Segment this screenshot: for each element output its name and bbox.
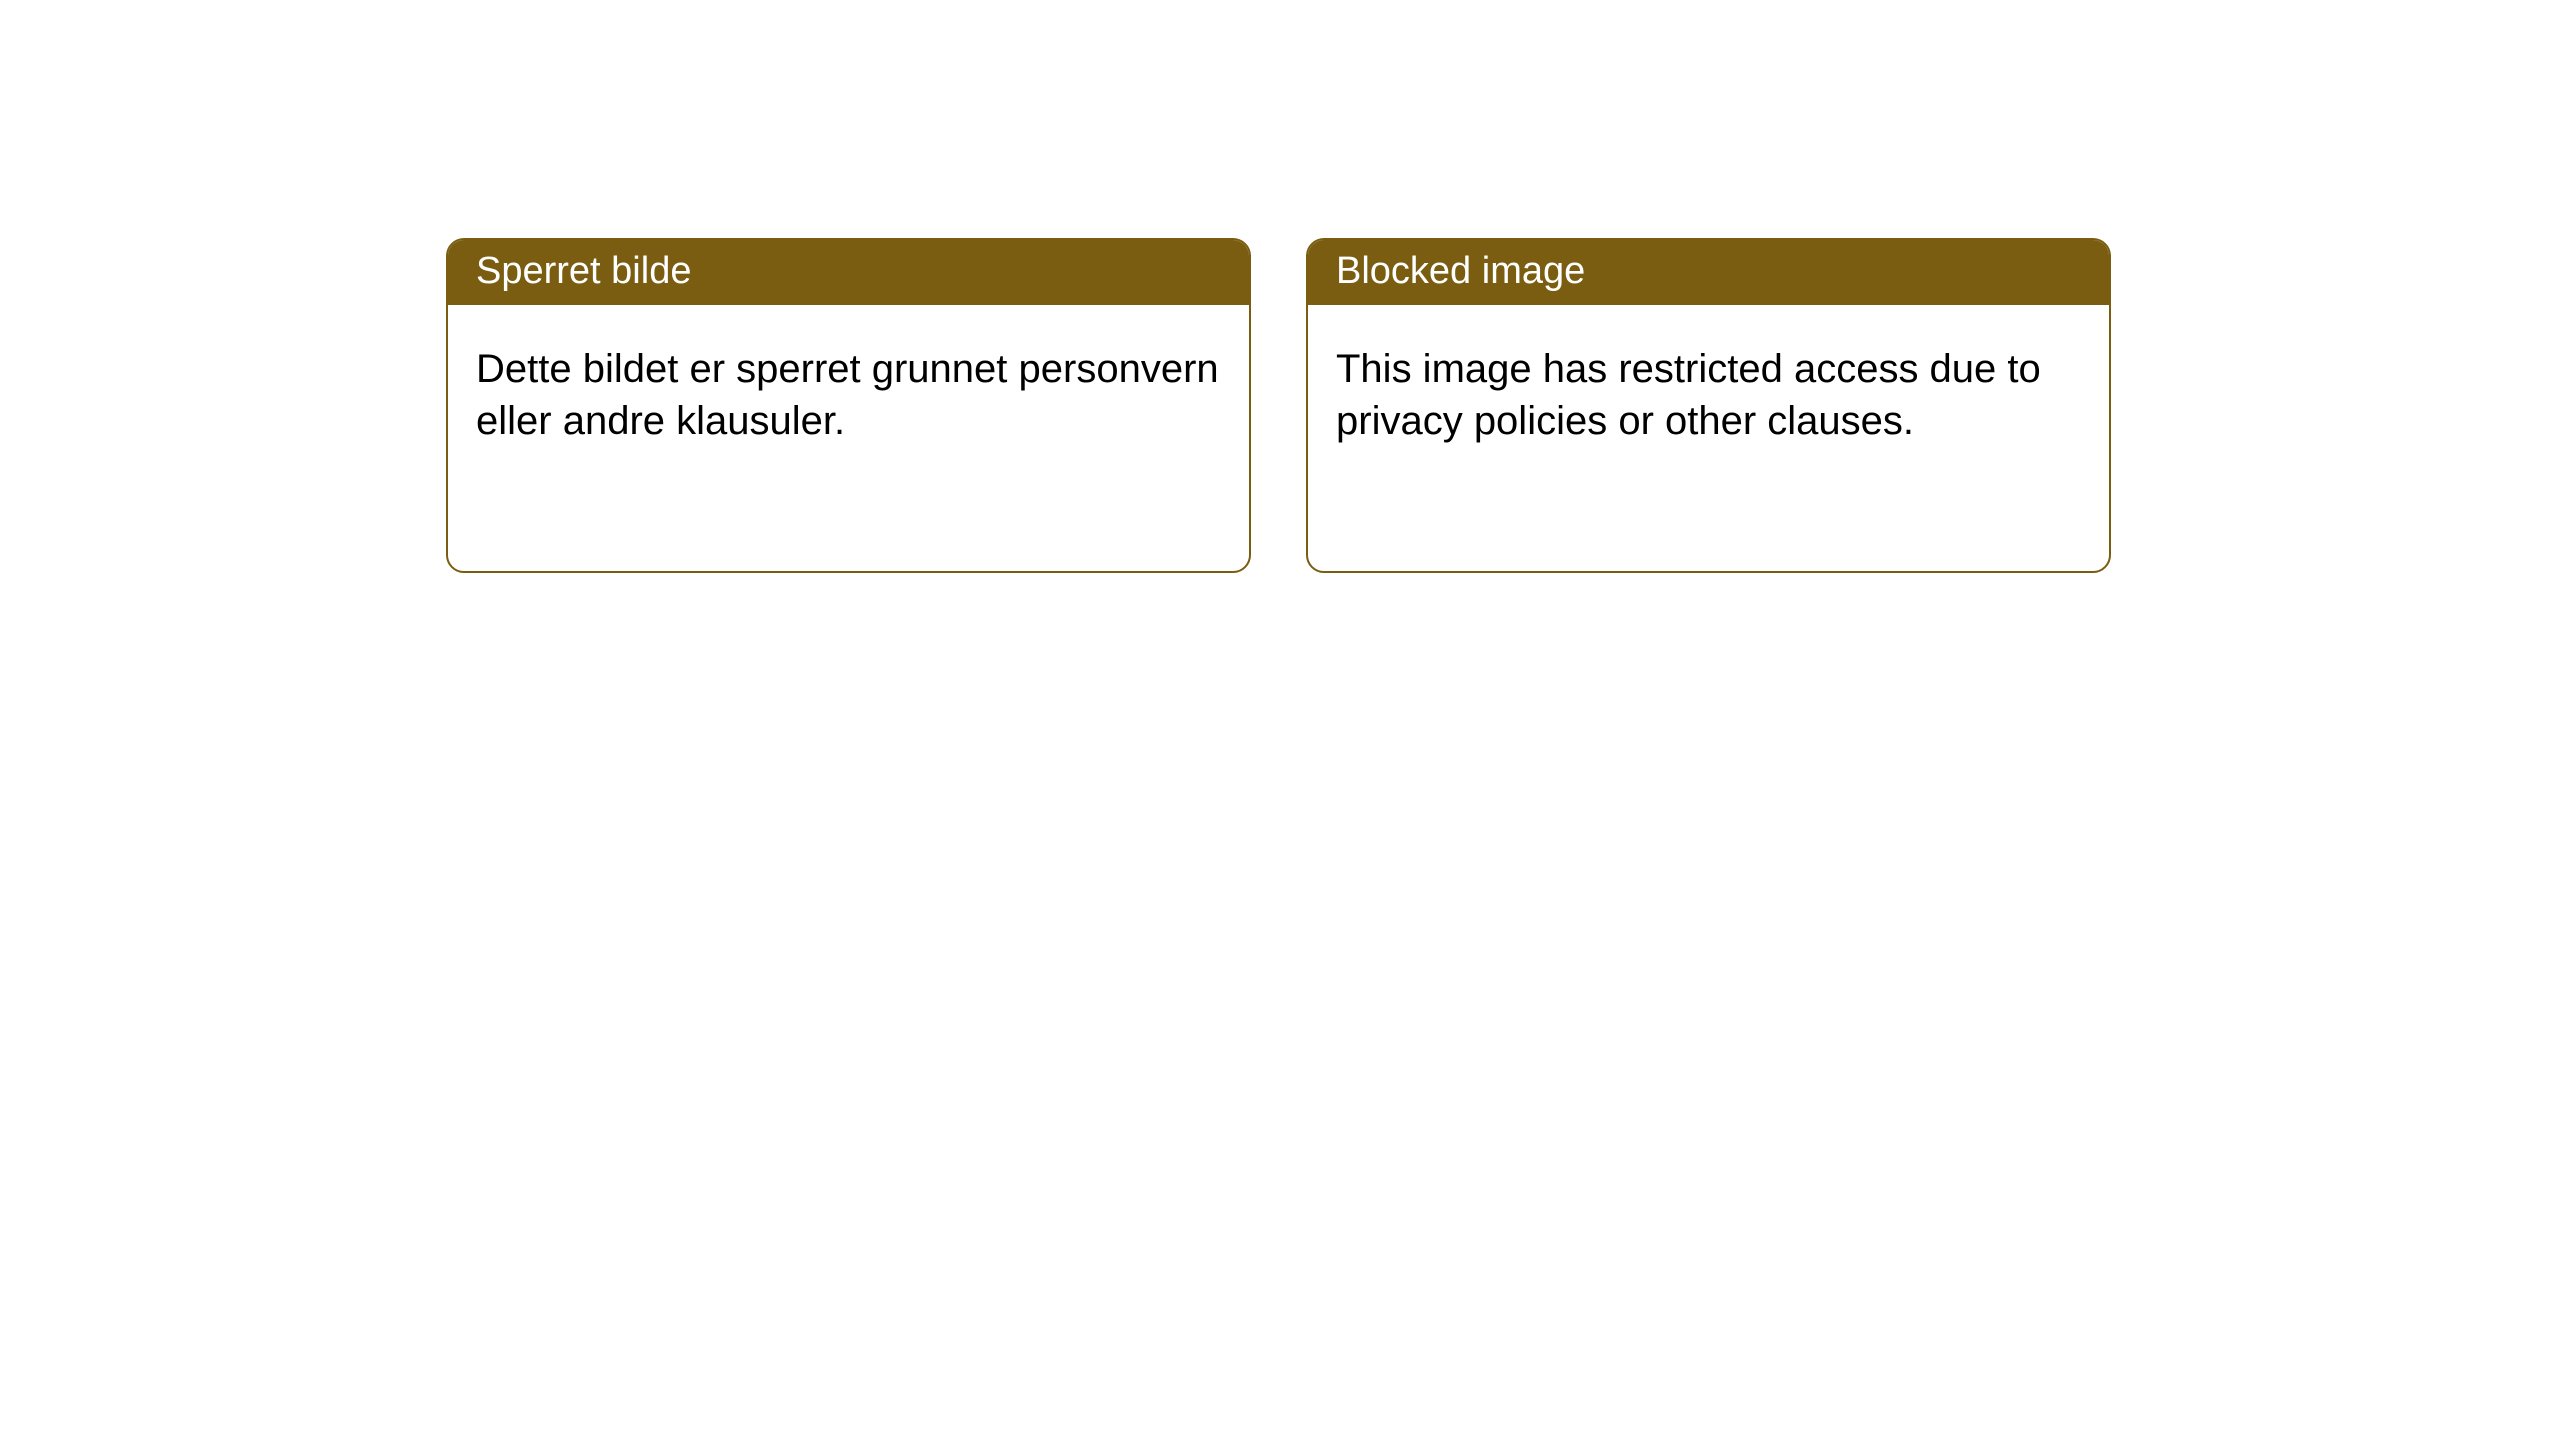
notice-body-norwegian: Dette bildet er sperret grunnet personve… bbox=[448, 305, 1249, 475]
notice-card-norwegian: Sperret bilde Dette bildet er sperret gr… bbox=[446, 238, 1251, 573]
notice-container: Sperret bilde Dette bildet er sperret gr… bbox=[0, 0, 2560, 573]
notice-card-english: Blocked image This image has restricted … bbox=[1306, 238, 2111, 573]
notice-body-english: This image has restricted access due to … bbox=[1308, 305, 2109, 475]
notice-title-norwegian: Sperret bilde bbox=[448, 240, 1249, 305]
notice-title-english: Blocked image bbox=[1308, 240, 2109, 305]
